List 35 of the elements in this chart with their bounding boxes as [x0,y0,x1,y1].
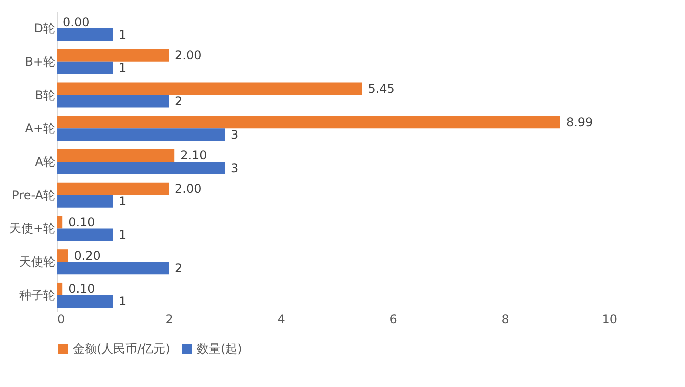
data-label: 5.45 [368,82,395,96]
data-label: 0.00 [63,15,90,30]
data-label: 3 [231,161,239,176]
y-tick-label: B+轮 [25,54,56,69]
data-label: 2 [175,94,183,109]
data-label: 1 [119,294,127,309]
data-label: 2.10 [180,148,208,163]
x-tick-label: 0 [58,312,66,326]
y-tick-label: Pre-A轮 [12,188,56,202]
data-label: 1 [119,228,127,242]
x-tick-label: 6 [390,312,398,326]
x-tick-label: 10 [602,312,618,326]
y-tick-label: A轮 [35,155,56,169]
data-label: 2.00 [175,182,202,196]
y-tick-label: D轮 [34,22,56,36]
y-tick-label: 天使+轮 [9,222,56,236]
data-label: 3 [231,128,239,142]
data-label: 1 [119,61,127,76]
data-label: 8.99 [566,115,594,130]
data-label: 1 [119,194,127,209]
data-label: 0.10 [68,282,96,296]
y-tick-label: B轮 [35,88,56,102]
x-tick-label: 4 [278,312,286,326]
y-tick-label: A+轮 [25,122,56,136]
legend-label: 金额(人民币/亿元) [73,342,170,356]
y-tick-label: 天使轮 [20,255,56,270]
data-label: 0.20 [74,248,101,263]
y-tick-label: 种子轮 [20,288,56,302]
legend-label: 数量(起) [197,342,242,356]
data-label: 2 [175,261,183,276]
x-tick-label: 8 [502,312,510,326]
data-label: 0.10 [68,215,96,230]
data-label: 1 [119,28,127,42]
x-tick-label: 2 [166,312,174,326]
data-label: 2.00 [175,48,202,63]
